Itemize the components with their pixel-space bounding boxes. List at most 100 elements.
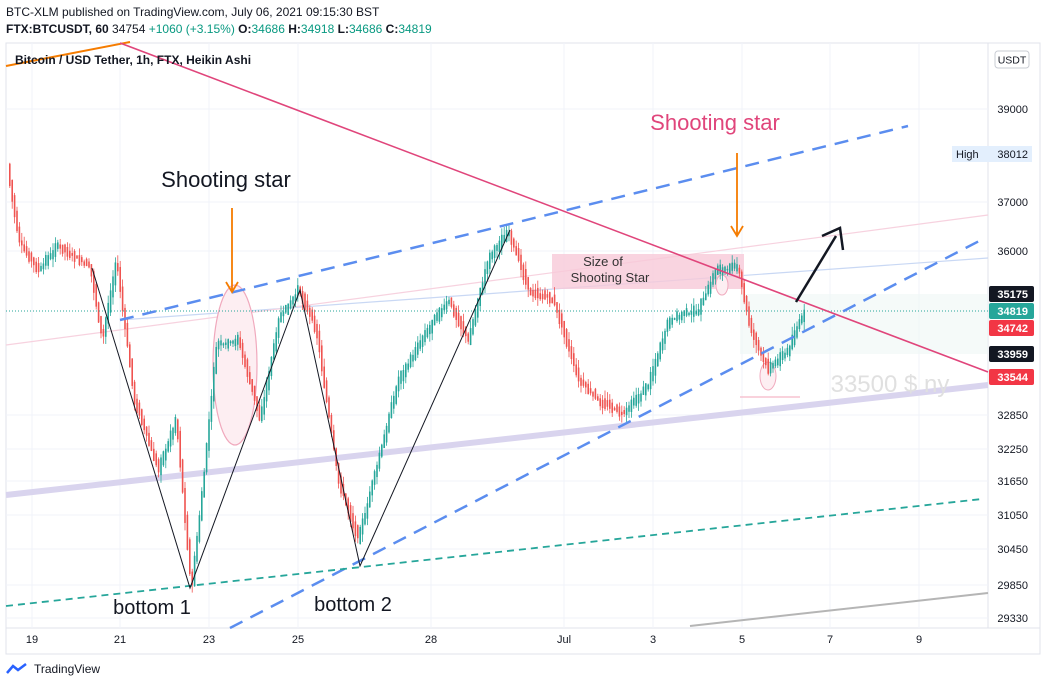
candle-body <box>364 513 366 525</box>
candle-body <box>88 261 90 268</box>
symbol-label[interactable]: FTX:BTCUSDT, 60 <box>6 22 109 36</box>
candle-body <box>390 402 393 419</box>
candle-body <box>201 491 203 521</box>
candle-body <box>508 231 510 237</box>
price-tag-high-value: 38012 <box>997 149 1028 161</box>
green-support-line[interactable] <box>5 498 983 607</box>
candle-body <box>30 252 33 262</box>
pattern-zigzag[interactable] <box>91 229 511 590</box>
candle-body <box>649 371 652 390</box>
candle-body <box>244 354 246 367</box>
candle-body <box>465 326 467 337</box>
candle-body <box>585 382 587 388</box>
candle-body <box>657 353 659 367</box>
candle-body <box>469 328 472 346</box>
time-axis[interactable]: 19 21 23 25 28 Jul 3 5 7 9 <box>26 634 922 646</box>
x-tick-label: 7 <box>827 634 833 646</box>
candle-body <box>616 404 618 412</box>
candle-body <box>25 246 28 256</box>
candle-body <box>789 345 791 357</box>
candle-body <box>448 299 450 305</box>
candle-body <box>678 314 681 320</box>
candle-body <box>73 250 76 262</box>
candle-body <box>755 332 757 346</box>
candle-body <box>729 263 731 274</box>
orange-trend-line <box>5 41 131 67</box>
candle-body <box>189 539 191 574</box>
candle-body <box>652 366 654 382</box>
candle-body <box>592 392 594 397</box>
candle-body <box>138 402 141 416</box>
candle-body <box>292 296 294 305</box>
lower-channel-line[interactable] <box>229 236 986 630</box>
candle-body <box>450 297 453 307</box>
candle-body <box>556 302 558 313</box>
candle-body <box>172 427 174 440</box>
candle-body <box>796 326 798 338</box>
candle-body <box>249 372 251 385</box>
candle-body <box>733 262 736 269</box>
candle-body <box>347 498 349 514</box>
candle-body <box>714 269 717 280</box>
y-tick-label: 30450 <box>997 544 1028 556</box>
candle-body <box>40 265 42 272</box>
drawings-back <box>5 214 989 498</box>
candle-body <box>333 430 335 450</box>
x-tick-label: 3 <box>650 634 656 646</box>
candle-body <box>697 309 700 316</box>
candle-body <box>289 300 292 309</box>
candle-body <box>258 405 261 421</box>
candle-body <box>671 317 673 325</box>
upper-channel-line[interactable] <box>119 124 909 322</box>
candle-body <box>417 342 419 355</box>
candle-body <box>498 240 501 253</box>
candle-body <box>287 303 289 315</box>
price-tag-value: 34819 <box>997 306 1028 318</box>
candle-body <box>361 518 364 535</box>
candle-body <box>798 319 801 330</box>
candle-body <box>573 353 575 366</box>
candle-body <box>762 351 765 363</box>
price-tag-value: 33959 <box>997 349 1028 361</box>
price-axis[interactable]: 39000 37000 36000 32850 32250 31650 31050 30450… <box>952 104 1034 625</box>
candle-body <box>493 245 496 258</box>
x-tick-label: 25 <box>292 634 304 646</box>
gray-line <box>689 592 989 627</box>
candle-body <box>426 327 429 338</box>
candle-body <box>767 358 769 374</box>
up-arrow-shaft[interactable] <box>794 235 838 303</box>
shooting-star-ellipse-small[interactable] <box>715 274 729 296</box>
candle-body <box>369 491 371 508</box>
candle-body <box>153 448 155 461</box>
candle-body <box>354 521 357 537</box>
candle-body <box>661 338 664 351</box>
candle-body <box>683 310 685 317</box>
price-tag <box>989 303 1034 319</box>
candle-body <box>306 300 309 312</box>
pink-resistance-line[interactable] <box>119 42 989 373</box>
shooting-star-ellipse[interactable] <box>212 284 258 446</box>
candle-body <box>803 309 805 323</box>
candle-body <box>753 329 755 340</box>
candle-body <box>13 195 16 218</box>
candle-body <box>388 413 390 433</box>
candle-body <box>784 352 786 359</box>
candle-body <box>436 312 438 321</box>
size-box[interactable] <box>552 254 744 289</box>
candle-body <box>95 284 97 307</box>
candle-body <box>78 255 81 266</box>
candle-body <box>724 266 726 272</box>
candle-body <box>357 525 359 539</box>
candle-body <box>779 352 781 367</box>
candle-body <box>205 443 208 473</box>
candle-body <box>424 330 426 343</box>
candle-body <box>85 258 88 267</box>
candle-body <box>429 324 431 335</box>
candle-body <box>462 321 465 335</box>
candle-body <box>685 308 688 316</box>
candle-body <box>510 230 513 245</box>
candle-body <box>589 388 592 394</box>
currency-box[interactable] <box>994 50 1030 69</box>
candle-body <box>148 432 150 446</box>
